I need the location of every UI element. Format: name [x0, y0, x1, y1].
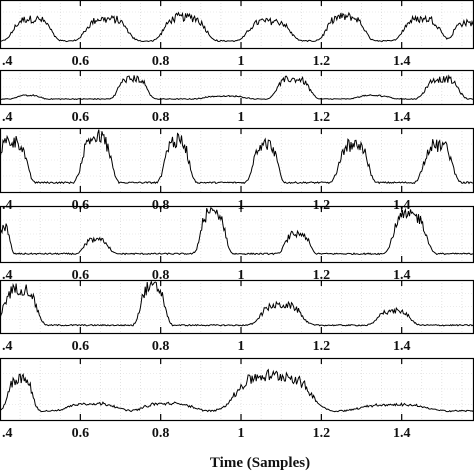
x-tick-label: 1	[238, 110, 245, 125]
x-tick-label: 0.6	[72, 54, 90, 69]
x-tick-label: 0.8	[152, 426, 170, 441]
x-tick-label: .4	[2, 54, 13, 69]
x-tick-label: 1.4	[393, 268, 411, 283]
x-tick-label: .4	[2, 426, 13, 441]
x-tick-label: 1.2	[313, 426, 331, 441]
x-tick-label: 0.6	[72, 339, 90, 354]
x-tick-label: .4	[2, 339, 13, 354]
waveform-series	[0, 129, 474, 185]
x-tick-label: 0.8	[152, 110, 170, 125]
x-tick-label: 0.6	[72, 426, 90, 441]
x-tick-label: 1.4	[393, 339, 411, 354]
panel-frame	[0, 357, 474, 422]
x-tick-label: 1.4	[393, 54, 411, 69]
x-tick-label: 1	[238, 339, 245, 354]
waveform-series	[0, 74, 474, 100]
x-tick-label: 1.4	[393, 198, 411, 213]
x-tick-label: 1.2	[313, 339, 331, 354]
x-tick-label: 0.8	[152, 339, 170, 354]
x-tick-label: .4	[2, 110, 13, 125]
x-tick-label: 1.2	[313, 198, 331, 213]
waveform-series	[0, 279, 474, 327]
x-tick-label: 1	[238, 198, 245, 213]
x-tick-label: 0.8	[152, 54, 170, 69]
x-tick-label: .4	[2, 198, 13, 213]
x-tick-label: 1.2	[313, 268, 331, 283]
x-tick-label: 1.4	[393, 426, 411, 441]
x-tick-label: 1	[238, 54, 245, 69]
x-axis-label: Time (Samples)	[210, 455, 310, 471]
x-tick-label: 0.8	[152, 198, 170, 213]
x-tick-label: 0.8	[152, 268, 170, 283]
waveform-series	[0, 207, 474, 256]
x-tick-label: .4	[2, 268, 13, 283]
x-tick-label: 0.6	[72, 268, 90, 283]
x-tick-label: 1	[238, 426, 245, 441]
x-tick-label: 1	[238, 268, 245, 283]
waveform-series	[0, 11, 474, 43]
x-tick-label: 1.4	[393, 110, 411, 125]
x-tick-label: 1.2	[313, 110, 331, 125]
x-tick-label: 0.6	[72, 198, 90, 213]
waveform-series	[0, 368, 474, 413]
panel-frame	[0, 0, 474, 50]
x-tick-label: 0.6	[72, 110, 90, 125]
x-tick-label: 1.2	[313, 54, 331, 69]
